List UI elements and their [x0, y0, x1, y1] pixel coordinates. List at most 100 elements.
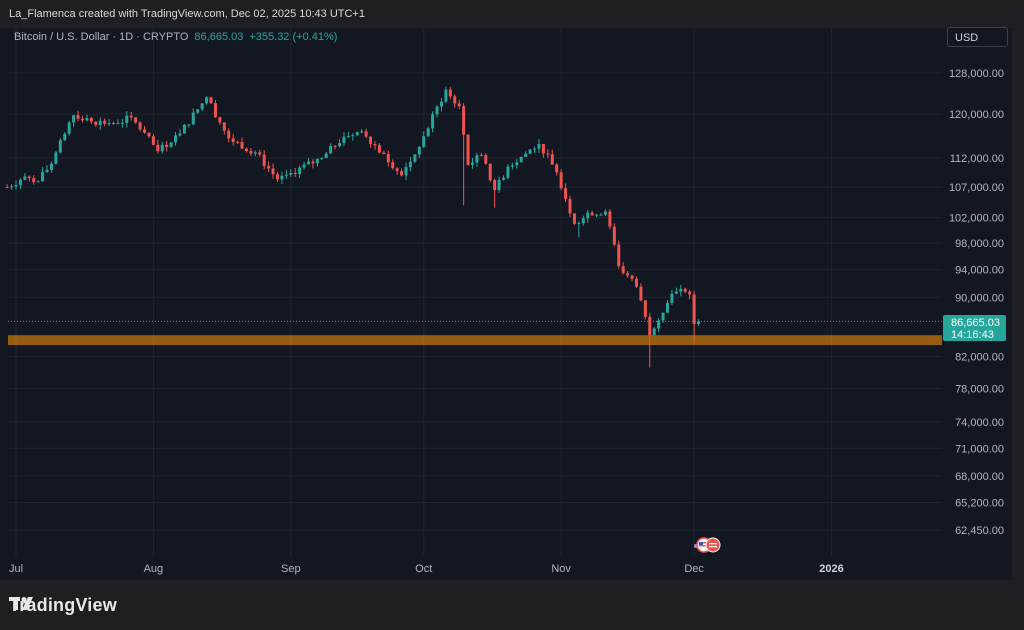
x-tick-label-2: Sep	[281, 563, 301, 575]
candle-body-150	[670, 293, 674, 303]
candle-body-61	[275, 174, 279, 180]
candle-body-63	[284, 174, 288, 176]
candle-body-9	[45, 169, 49, 172]
candle-body-31	[143, 129, 147, 133]
candle-body-29	[134, 117, 138, 123]
candle-body-8	[41, 171, 45, 182]
candle-body-67	[302, 164, 306, 168]
candle-body-56	[253, 152, 257, 154]
tradingview-logo-icon	[9, 597, 33, 610]
candle-body-112	[502, 177, 506, 180]
candle-body-144	[643, 300, 647, 317]
economic-events-icon[interactable]	[693, 536, 721, 554]
candle-body-93	[417, 146, 421, 155]
chart-pane[interactable]	[0, 28, 1012, 580]
candle-body-53	[240, 141, 244, 149]
candle-body-4	[23, 176, 27, 180]
candle-body-23	[107, 123, 111, 125]
y-tick-label-10: 74,000.00	[955, 417, 1004, 429]
candle-body-126	[564, 188, 568, 200]
candle-body-60	[271, 168, 275, 175]
candle-body-143	[639, 286, 643, 301]
candle-body-120	[537, 143, 541, 149]
candle-body-75	[338, 143, 342, 147]
candle-body-16	[76, 115, 80, 119]
candle-body-51	[231, 138, 235, 142]
candle-body-12	[58, 140, 62, 153]
candle-body-46	[209, 97, 213, 104]
candle-body-117	[524, 153, 528, 157]
candle-body-26	[120, 122, 124, 124]
candle-body-111	[497, 179, 501, 191]
candle-body-71	[320, 158, 324, 160]
candle-body-136	[608, 211, 612, 227]
y-tick-label-11: 71,000.00	[955, 443, 1004, 455]
candle-body-70	[315, 158, 319, 164]
candle-body-39	[178, 133, 182, 136]
candle-body-153	[683, 288, 687, 292]
x-tick-label-5: Dec	[684, 563, 704, 575]
candle-body-145	[648, 316, 652, 336]
candle-body-127	[568, 199, 572, 214]
candle-body-148	[661, 312, 665, 321]
candle-body-69	[311, 161, 315, 164]
candle-body-128	[572, 213, 576, 224]
y-tick-label-0: 128,000.00	[949, 68, 1004, 80]
candle-body-140	[626, 273, 630, 276]
candle-body-95	[426, 128, 430, 137]
candle-body-65	[293, 172, 297, 175]
candle-body-34	[156, 144, 160, 152]
candle-body-110	[493, 180, 497, 191]
candle-body-146	[652, 328, 656, 336]
price-tag-value: 86,665.03	[951, 317, 1000, 329]
x-tick-label-0: Jul	[9, 563, 23, 575]
candle-body-74	[333, 145, 337, 147]
candle-body-38	[174, 135, 178, 143]
y-tick-label-8: 82,000.00	[955, 352, 1004, 364]
tradingview-brand[interactable]: TradingView	[9, 595, 117, 616]
candle-body-154	[688, 291, 692, 295]
candle-body-50	[227, 130, 231, 139]
candle-body-137	[612, 226, 616, 245]
candle-body-0	[5, 187, 9, 189]
candle-body-24	[112, 123, 116, 125]
candle-body-78	[351, 135, 355, 137]
author-caption: La_Flamenca created with TradingView.com…	[9, 8, 365, 20]
candle-body-152	[679, 288, 683, 292]
currency-selector[interactable]: USD	[947, 27, 1008, 47]
candle-body-121	[541, 143, 545, 154]
candle-body-35	[160, 144, 164, 152]
candle-body-11	[54, 152, 58, 164]
candle-body-100	[448, 89, 452, 97]
candle-body-57	[258, 152, 262, 155]
candle-body-123	[550, 154, 554, 165]
candle-body-80	[360, 131, 364, 133]
x-tick-label-3: Oct	[415, 563, 432, 575]
candle-body-30	[138, 122, 142, 130]
y-tick-label-5: 98,000.00	[955, 238, 1004, 250]
candle-body-66	[298, 167, 302, 175]
y-tick-label-2: 112,000.00	[950, 153, 1004, 165]
candle-body-101	[453, 96, 457, 104]
y-tick-label-14: 62,450.00	[955, 525, 1004, 537]
footer-bar	[0, 580, 1024, 630]
candle-body-119	[533, 148, 537, 150]
candle-body-73	[329, 145, 333, 154]
candle-body-105	[470, 162, 474, 165]
candle-body-32	[147, 132, 151, 137]
candle-body-90	[404, 167, 408, 176]
candle-body-124	[555, 164, 559, 173]
brand-name: TradingView	[9, 595, 117, 615]
candle-body-33	[151, 136, 155, 145]
candle-body-48	[218, 117, 222, 123]
candle-body-41	[187, 124, 191, 126]
candle-body-103	[462, 106, 466, 135]
y-tick-label-3: 107,000.00	[949, 182, 1004, 194]
candle-body-40	[182, 124, 186, 134]
candle-body-106	[475, 155, 479, 163]
candle-body-113	[506, 166, 510, 178]
candle-body-151	[674, 291, 678, 294]
candle-body-87	[391, 162, 395, 169]
candle-body-55	[249, 150, 253, 154]
